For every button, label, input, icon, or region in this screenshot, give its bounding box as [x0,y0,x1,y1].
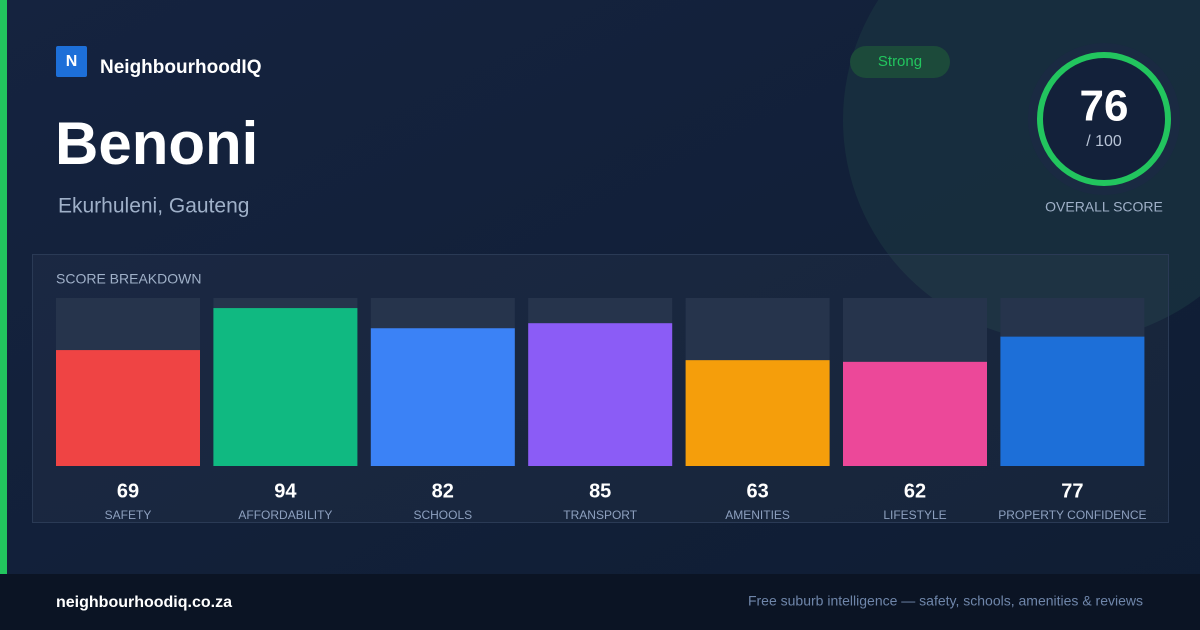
value-label: 62 [904,480,926,502]
category-label: PROPERTY CONFIDENCE [998,508,1146,522]
category-label: AFFORDABILITY [238,508,332,522]
badge-text: Strong [878,53,922,70]
overall-score: 76 [1080,82,1129,131]
footer-tagline: Free suburb intelligence — safety, schoo… [748,593,1143,609]
category-label: LIFESTYLE [883,508,946,522]
bar [1000,336,1145,466]
category-label: AMENITIES [725,508,790,522]
bar [843,361,987,466]
bar [370,328,515,466]
breakdown-title: SCORE BREAKDOWN [56,271,201,287]
logo-box [56,46,87,77]
bar [685,360,830,466]
category-label: SCHOOLS [413,508,472,522]
value-label: 69 [117,480,139,502]
value-label: 94 [274,480,297,502]
footer-site: neighbourhoodiq.co.za [56,594,232,611]
breakdown-panel [32,254,1169,523]
category-label: TRANSPORT [563,508,637,522]
value-label: 77 [1061,480,1083,502]
location: Ekurhuleni, Gauteng [58,195,249,218]
logo-letter: N [66,53,78,70]
score-max: / 100 [1086,133,1122,150]
score-ring [1037,52,1171,186]
footer-bar [0,574,1200,630]
value-label: 85 [589,480,611,502]
score-label: OVERALL SCORE [1045,199,1163,215]
accent-stripe [0,0,7,574]
bar [213,308,358,466]
bar [528,323,673,466]
badge [850,46,950,78]
value-label: 82 [432,480,454,502]
category-label: SAFETY [105,508,152,522]
brand: NeighbourhoodIQ [100,57,261,78]
value-label: 63 [746,480,768,502]
bar [56,350,200,466]
suburb: Benoni [55,110,258,177]
